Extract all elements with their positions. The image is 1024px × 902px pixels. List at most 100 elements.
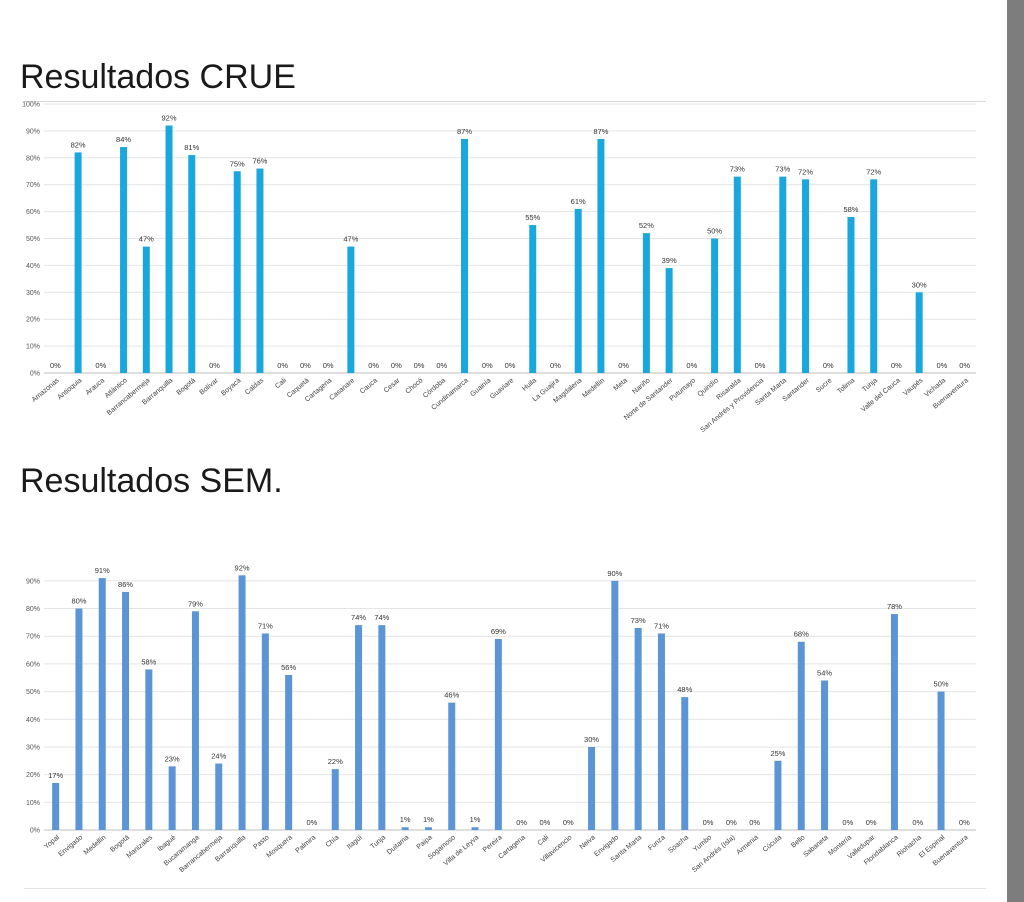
data-label: 0% [414, 361, 425, 370]
bar [711, 238, 719, 373]
data-label: 0% [482, 361, 493, 370]
data-label: 50% [707, 227, 722, 236]
bar [915, 292, 923, 373]
bar [238, 575, 246, 830]
data-label: 48% [677, 685, 692, 694]
data-label: 91% [95, 566, 110, 575]
y-tick-label: 30% [26, 744, 40, 751]
data-label: 71% [258, 621, 273, 630]
data-label: 0% [209, 361, 220, 370]
category-label: Nariño [631, 377, 651, 396]
category-label: Yopal [43, 834, 61, 851]
bar [870, 179, 878, 373]
category-label: Cali [536, 834, 550, 847]
bar [774, 760, 782, 830]
category-label: San Andrés (Isla) [691, 834, 737, 874]
bar [355, 625, 363, 830]
bar [779, 176, 787, 373]
category-label: Itagüí [346, 834, 364, 851]
category-label: Cauca [359, 377, 379, 395]
data-label: 1% [423, 815, 434, 824]
data-label: 74% [374, 613, 389, 622]
data-label: 0% [505, 361, 516, 370]
data-label: 0% [823, 361, 834, 370]
y-tick-label: 10% [26, 344, 40, 351]
data-label: 0% [323, 361, 334, 370]
data-label: 0% [95, 361, 106, 370]
bar [847, 216, 855, 373]
y-tick-label: 50% [26, 236, 40, 243]
y-tick-label: 30% [26, 290, 40, 297]
y-tick-label: 0% [30, 828, 40, 835]
bar [448, 702, 456, 830]
bar [215, 763, 223, 830]
heading-underline [24, 101, 986, 102]
y-tick-label: 100% [22, 102, 40, 109]
bar [331, 769, 339, 830]
data-label: 73% [775, 165, 790, 174]
data-label: 0% [516, 818, 527, 827]
category-label: Soacha [667, 834, 690, 855]
data-label: 0% [866, 818, 877, 827]
data-label: 1% [470, 815, 481, 824]
data-label: 84% [116, 135, 131, 144]
right-edge-bar [1007, 0, 1024, 902]
data-label: 69% [491, 627, 506, 636]
bar [937, 691, 945, 830]
data-label: 0% [50, 361, 61, 370]
data-label: 23% [165, 754, 180, 763]
bar [52, 782, 60, 830]
data-label: 0% [912, 818, 923, 827]
data-label: 47% [343, 235, 358, 244]
bar [665, 268, 673, 373]
data-label: 68% [794, 630, 809, 639]
bar [378, 625, 386, 830]
data-label: 74% [351, 613, 366, 622]
bar [233, 171, 241, 373]
data-label: 0% [749, 818, 760, 827]
data-label: 52% [639, 221, 654, 230]
bar [529, 225, 537, 373]
y-tick-label: 90% [26, 578, 40, 585]
category-label: Guaviare [489, 377, 515, 401]
category-label: Cesar [383, 377, 402, 395]
data-label: 0% [550, 361, 561, 370]
data-label: 58% [843, 205, 858, 214]
bar [145, 669, 153, 830]
category-label: Tunja [861, 377, 879, 394]
data-label: 73% [730, 165, 745, 174]
category-label: Palmira [295, 834, 318, 855]
category-label: Chocó [404, 377, 424, 395]
bar [797, 641, 805, 830]
data-label: 87% [593, 127, 608, 136]
data-label: 0% [391, 361, 402, 370]
bar [681, 697, 689, 830]
y-tick-label: 70% [26, 634, 40, 641]
bar [821, 680, 829, 830]
category-label: Bogotá [109, 834, 131, 854]
data-label: 22% [328, 757, 343, 766]
category-label: Paipa [416, 834, 434, 851]
data-label: 0% [368, 361, 379, 370]
bar [191, 611, 199, 830]
category-label: Medellín [83, 834, 108, 856]
bar [347, 246, 355, 373]
category-label: Bogotá [176, 377, 198, 397]
y-tick-label: 40% [26, 717, 40, 724]
data-label: 0% [307, 818, 318, 827]
data-label: 0% [436, 361, 447, 370]
category-label: Valle del Cauca [860, 377, 902, 414]
bar [75, 608, 83, 830]
category-label: Meta [613, 377, 630, 392]
y-tick-label: 70% [26, 182, 40, 189]
category-label: Tunja [369, 834, 387, 851]
bar [424, 827, 432, 830]
bar [657, 633, 665, 830]
y-tick-label: 40% [26, 263, 40, 270]
category-label: Cali [274, 377, 288, 390]
category-label: Armenia [735, 834, 760, 856]
bar [802, 179, 810, 373]
data-label: 0% [726, 818, 737, 827]
category-label: Cúcuta [762, 834, 784, 854]
category-label: Ibagué [157, 834, 178, 853]
